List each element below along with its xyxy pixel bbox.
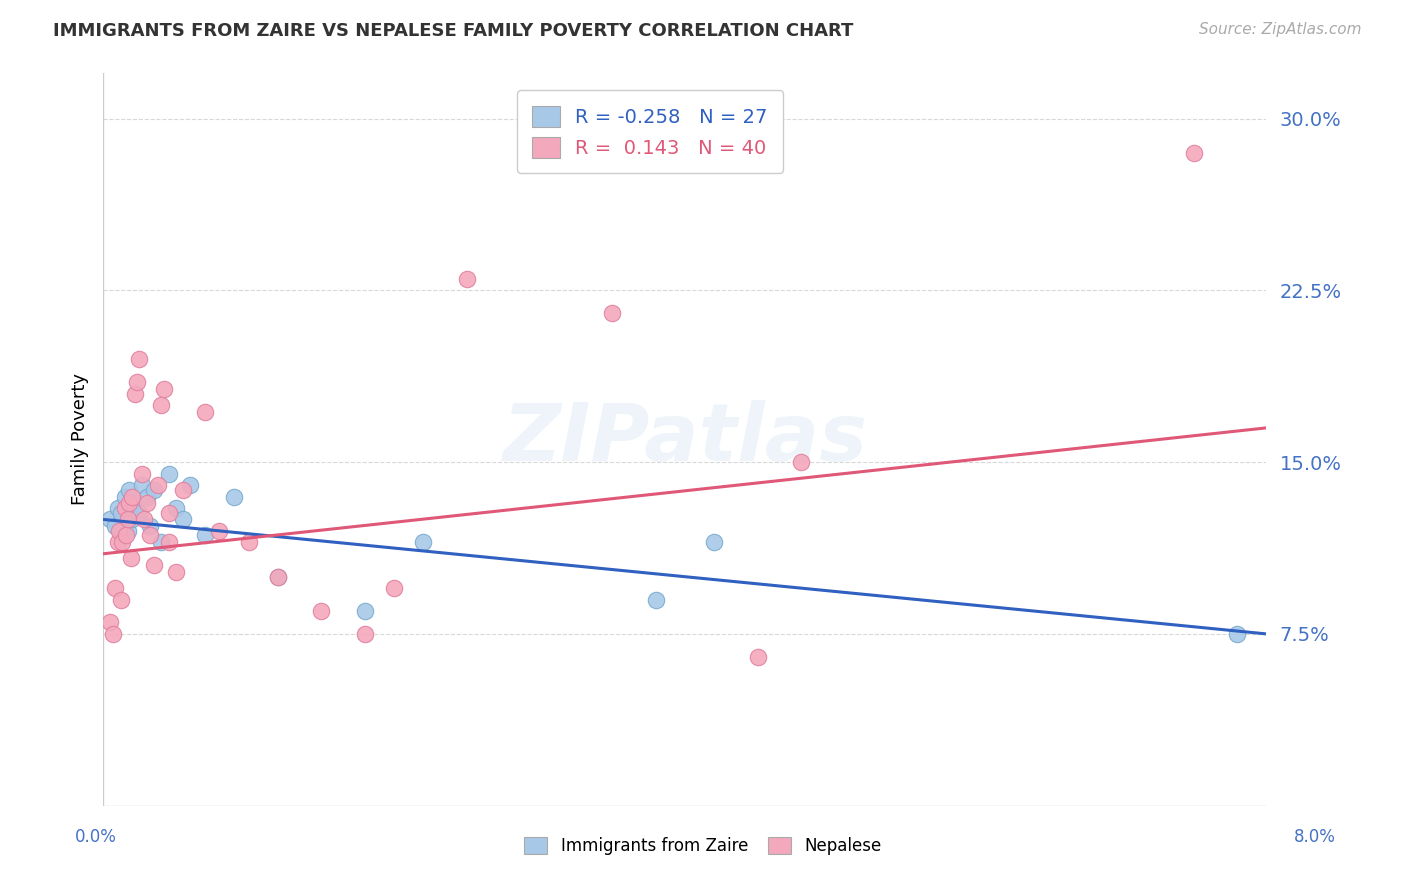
Point (104, 519, 127, 533)
Point (121, 490, 143, 504)
Point (157, 506, 180, 520)
Point (117, 524, 139, 538)
Point (128, 506, 150, 520)
Point (165, 501, 187, 516)
Point (131, 478, 153, 492)
Point (107, 501, 129, 516)
Point (114, 501, 136, 516)
Point (100, 615, 122, 630)
Point (266, 570, 288, 584)
Point (124, 496, 146, 510)
Point (118, 483, 141, 497)
Point (1182, 146, 1205, 161)
Point (110, 592, 132, 607)
Point (309, 604, 332, 618)
Point (150, 535, 173, 549)
Point (107, 535, 129, 549)
Point (172, 512, 194, 526)
Point (132, 512, 155, 526)
Point (208, 524, 231, 538)
Point (114, 490, 136, 504)
Y-axis label: Family Poverty: Family Poverty (72, 374, 89, 505)
Point (747, 649, 769, 664)
Point (117, 512, 139, 526)
Point (1226, 627, 1249, 641)
Text: 8.0%: 8.0% (1294, 828, 1336, 846)
Point (644, 592, 666, 607)
Point (131, 467, 153, 481)
Point (354, 627, 377, 641)
Point (150, 398, 173, 412)
Point (110, 506, 132, 520)
Point (157, 467, 180, 481)
Point (103, 627, 125, 641)
Legend: Immigrants from Zaire, Nepalese: Immigrants from Zaire, Nepalese (517, 830, 889, 862)
Point (157, 535, 180, 549)
Point (128, 352, 150, 367)
Point (135, 496, 157, 510)
Text: ZIPatlas: ZIPatlas (502, 401, 868, 478)
Point (238, 535, 260, 549)
Point (138, 519, 160, 533)
Text: IMMIGRANTS FROM ZAIRE VS NEPALESE FAMILY POVERTY CORRELATION CHART: IMMIGRANTS FROM ZAIRE VS NEPALESE FAMILY… (53, 22, 853, 40)
Point (222, 490, 245, 504)
Legend: R = -0.258   N = 27, R =  0.143   N = 40: R = -0.258 N = 27, R = 0.143 N = 40 (517, 90, 783, 173)
Point (194, 528, 217, 542)
Point (143, 558, 166, 573)
Point (138, 528, 160, 542)
Point (120, 551, 142, 566)
Point (172, 483, 194, 497)
Point (456, 272, 478, 286)
Point (148, 478, 170, 492)
Point (194, 405, 217, 419)
Point (382, 581, 405, 595)
Point (412, 535, 434, 549)
Point (121, 512, 143, 526)
Point (100, 512, 122, 526)
Point (143, 483, 166, 497)
Point (135, 490, 157, 504)
Point (108, 524, 131, 538)
Point (104, 581, 127, 595)
Text: Source: ZipAtlas.com: Source: ZipAtlas.com (1198, 22, 1361, 37)
Point (790, 455, 813, 469)
Point (266, 570, 288, 584)
Point (354, 604, 377, 618)
Point (125, 375, 148, 389)
Point (115, 528, 138, 542)
Point (179, 478, 201, 492)
Point (153, 382, 176, 396)
Point (703, 535, 725, 549)
Text: 0.0%: 0.0% (75, 828, 117, 846)
Point (124, 386, 146, 401)
Point (600, 306, 623, 320)
Point (165, 565, 187, 579)
Point (118, 496, 141, 510)
Point (111, 535, 134, 549)
